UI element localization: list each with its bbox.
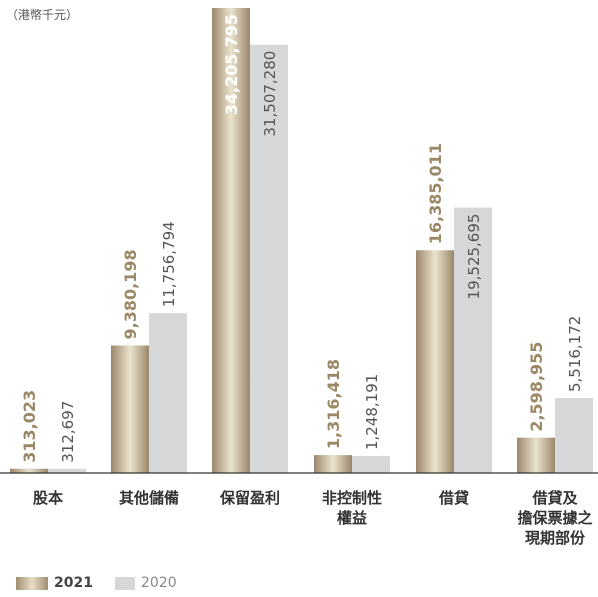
category-label-2: 保留盈利 — [219, 489, 280, 507]
legend-swatch-2020 — [115, 576, 135, 590]
value-label-2021-1: 9,380,198 — [121, 249, 140, 339]
value-label-2021-2: 34,205,795 — [222, 14, 241, 115]
category-label-1: 其他儲備 — [119, 489, 179, 507]
value-label-2020-2: 31,507,280 — [261, 51, 279, 137]
legend-swatch-2021 — [16, 576, 48, 590]
value-label-2020-0: 312,697 — [59, 401, 77, 463]
legend-item-2021: 2021 — [16, 575, 93, 591]
unit-label: （港幣千元） — [6, 8, 79, 22]
category-label-0: 股本 — [33, 489, 63, 507]
bar-2020-4 — [454, 207, 492, 474]
bar-2020-1 — [149, 313, 187, 473]
category-label-3: 非控制性權益 — [322, 489, 382, 527]
bar-2021-3 — [314, 455, 352, 473]
value-label-2021-5: 2,598,955 — [527, 342, 546, 432]
bar-chart: 313,023 312,697 股本 9,380,198 11,756,794 其他儲備 3… — [0, 8, 598, 547]
bar-2020-0 — [48, 468, 86, 473]
value-label-2021-4: 16,385,011 — [426, 143, 445, 244]
bar-2020-3 — [352, 456, 390, 473]
value-label-2020-4: 19,525,695 — [465, 214, 483, 300]
value-label-2020-3: 1,248,191 — [363, 374, 381, 450]
bar-2021-2 — [212, 8, 250, 473]
legend-item-2020: 2020 — [115, 575, 177, 591]
value-label-2020-5: 5,516,172 — [566, 316, 584, 392]
category-label-4: 借貸 — [438, 489, 469, 507]
value-label-2020-1: 11,756,794 — [160, 221, 178, 307]
category-label-5: 借貸及擔保票據之現期部份 — [517, 489, 592, 547]
bar-2020-5 — [555, 398, 593, 473]
bar-2021-4 — [416, 250, 454, 473]
legend-label-2021: 2021 — [54, 575, 93, 591]
bar-2020-2 — [250, 44, 288, 474]
bar-2021-1 — [111, 345, 149, 473]
legend-label-2020: 2020 — [141, 575, 177, 591]
value-label-2021-3: 1,316,418 — [324, 359, 343, 449]
value-label-2021-0: 313,023 — [20, 390, 39, 463]
bar-2021-5 — [517, 437, 555, 473]
bar-2021-0 — [10, 468, 48, 473]
